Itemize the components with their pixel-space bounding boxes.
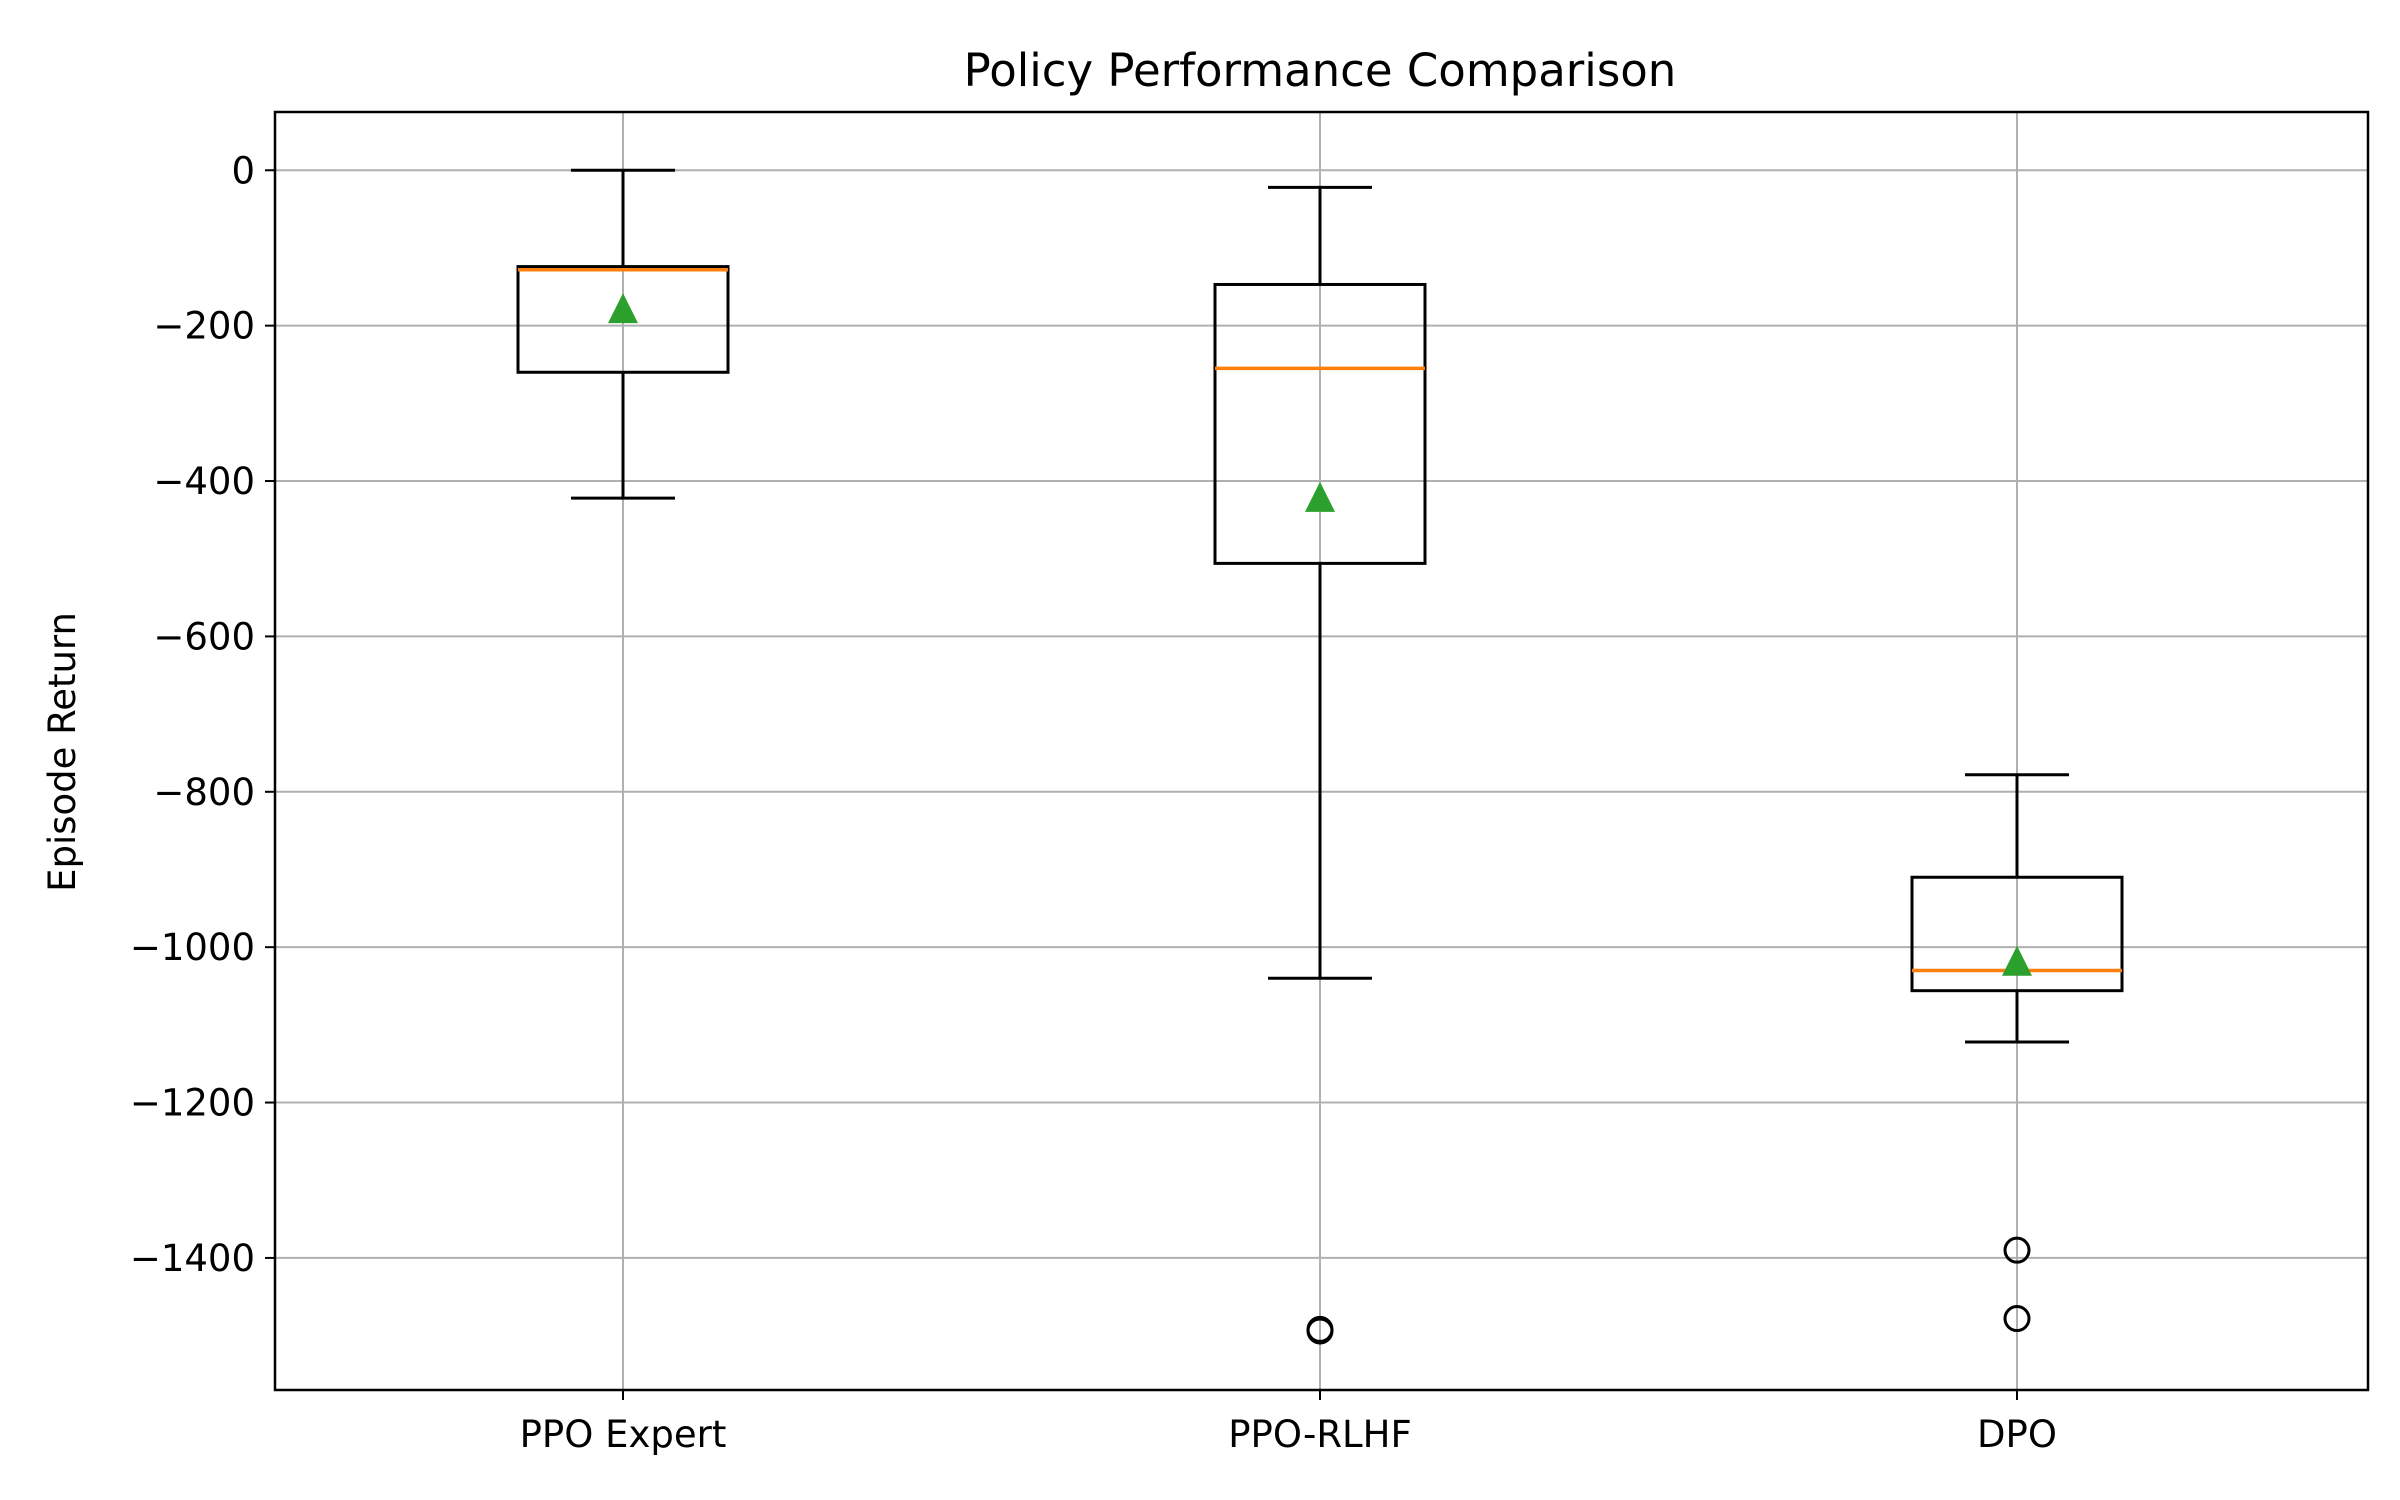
outlier-point bbox=[1306, 1317, 1334, 1345]
x-axis-ticks: PPO Expert PPO-RLHF DPO bbox=[520, 1390, 2057, 1456]
chart-title: Policy Performance Comparison bbox=[964, 44, 1677, 97]
iqr-box bbox=[516, 265, 730, 374]
x-tick-label: PPO Expert bbox=[520, 1413, 727, 1456]
mean-marker bbox=[608, 293, 638, 324]
x-tick-label: DPO bbox=[1977, 1413, 2057, 1456]
y-tick-label: 0 bbox=[231, 149, 255, 192]
box-group bbox=[1213, 185, 1427, 1345]
mean-marker bbox=[1305, 481, 1335, 512]
iqr-box bbox=[1910, 875, 2124, 993]
y-tick-label: −200 bbox=[153, 305, 255, 348]
outlier-point bbox=[2003, 1236, 2031, 1264]
y-tick-label: −1400 bbox=[130, 1237, 255, 1280]
y-tick-label: −1200 bbox=[130, 1082, 255, 1125]
box-series bbox=[516, 168, 2124, 1345]
y-tick-label: −600 bbox=[153, 615, 255, 658]
y-tick-label: −1000 bbox=[130, 926, 255, 969]
mean-marker bbox=[2002, 945, 2032, 976]
box-group bbox=[516, 168, 730, 500]
y-axis-ticks: 0 −200 −400 −600 −800 −1000 −1200 −1400 bbox=[130, 149, 275, 1280]
y-tick-label: −800 bbox=[153, 771, 255, 814]
y-axis-label: Episode Return bbox=[41, 612, 84, 892]
iqr-box bbox=[1213, 282, 1427, 565]
outlier-point bbox=[2003, 1305, 2031, 1333]
box-group bbox=[1910, 773, 2124, 1333]
y-tick-label: −400 bbox=[153, 460, 255, 503]
x-tick-label: PPO-RLHF bbox=[1228, 1413, 1412, 1456]
plot-area-frame bbox=[273, 110, 2370, 1392]
